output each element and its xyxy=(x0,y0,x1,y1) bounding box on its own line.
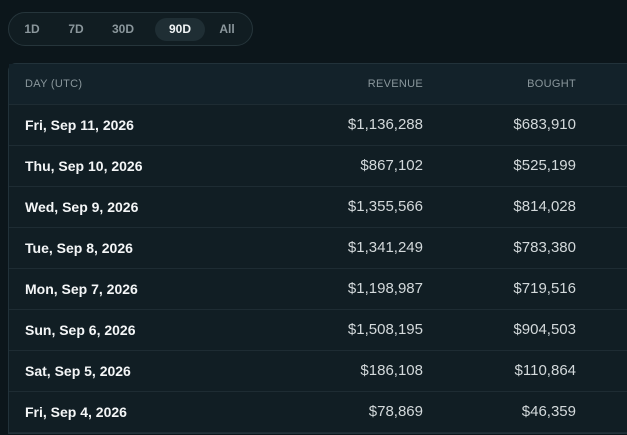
day-cell: Fri, Sep 4, 2026 xyxy=(25,404,127,420)
range-tabs: 1D 7D 30D 90D All xyxy=(8,12,253,46)
amount-cell: $814,028 xyxy=(513,198,576,215)
amount-cell: $1,355,566 xyxy=(347,198,423,215)
header-row: DAY (UTC) REVENUE BOUGHT xyxy=(9,64,627,105)
range-tab[interactable]: 90D xyxy=(155,18,205,41)
table-row: Mon, Sep 7, 2026 $1,198,987 $719,516 xyxy=(9,269,627,310)
amount-cell: $783,380 xyxy=(513,239,576,256)
amount-cell: $904,503 xyxy=(513,321,576,338)
amount-cell: $46,359 xyxy=(521,403,576,420)
amount-cell: $186,108 xyxy=(360,362,423,379)
day-cell: Sun, Sep 6, 2026 xyxy=(25,322,136,338)
range-tab[interactable]: 1D xyxy=(24,22,40,36)
amount-cell: $1,198,987 xyxy=(347,280,423,297)
amount-cell: $683,910 xyxy=(513,116,576,133)
amount-cell: $110,864 xyxy=(514,362,576,379)
amount-cell: $78,869 xyxy=(368,403,423,420)
amount-cell: $525,199 xyxy=(513,157,576,174)
table-wrap: DAY (UTC) REVENUE BOUGHT Fri, Sep 11, 2026 $… xyxy=(8,63,627,435)
day-cell: Wed, Sep 9, 2026 xyxy=(25,199,139,215)
amount-cell: $1,341,249 xyxy=(347,239,423,256)
amount-cell: $867,102 xyxy=(360,157,423,174)
table-row: Sun, Sep 6, 2026 $1,508,195 $904,503 xyxy=(9,310,627,351)
day-cell: Tue, Sep 8, 2026 xyxy=(25,240,133,256)
day-cell: Sat, Sep 5, 2026 xyxy=(25,363,131,379)
table-row: Sat, Sep 5, 2026 $186,108 $110,864 xyxy=(9,351,627,392)
range-tab[interactable]: 30D xyxy=(111,22,134,36)
day-cell: Mon, Sep 7, 2026 xyxy=(25,281,138,297)
column-header: REVENUE xyxy=(367,78,423,90)
column-header: BOUGHT xyxy=(527,78,576,90)
table-row: Fri, Sep 4, 2026 $78,869 $46,359 xyxy=(9,392,627,433)
column-header: DAY (UTC) xyxy=(25,78,83,90)
range-tab[interactable]: 7D xyxy=(68,22,84,36)
table: DAY (UTC) REVENUE BOUGHT Fri, Sep 11, 2026 $… xyxy=(8,63,627,434)
amount-cell: $1,136,288 xyxy=(347,116,423,133)
amount-cell: $719,516 xyxy=(513,280,576,297)
range-tab[interactable]: All xyxy=(219,22,235,36)
day-cell: Thu, Sep 10, 2026 xyxy=(25,158,143,174)
table-row: Tue, Sep 8, 2026 $1,341,249 $783,380 xyxy=(9,228,627,269)
day-cell: Fri, Sep 11, 2026 xyxy=(25,117,134,133)
table-row: Wed, Sep 9, 2026 $1,355,566 $814,028 xyxy=(9,187,627,228)
table-row: Fri, Sep 11, 2026 $1,136,288 $683,910 xyxy=(9,105,627,146)
table-row: Thu, Sep 10, 2026 $867,102 $525,199 xyxy=(9,146,627,187)
amount-cell: $1,508,195 xyxy=(347,321,423,338)
